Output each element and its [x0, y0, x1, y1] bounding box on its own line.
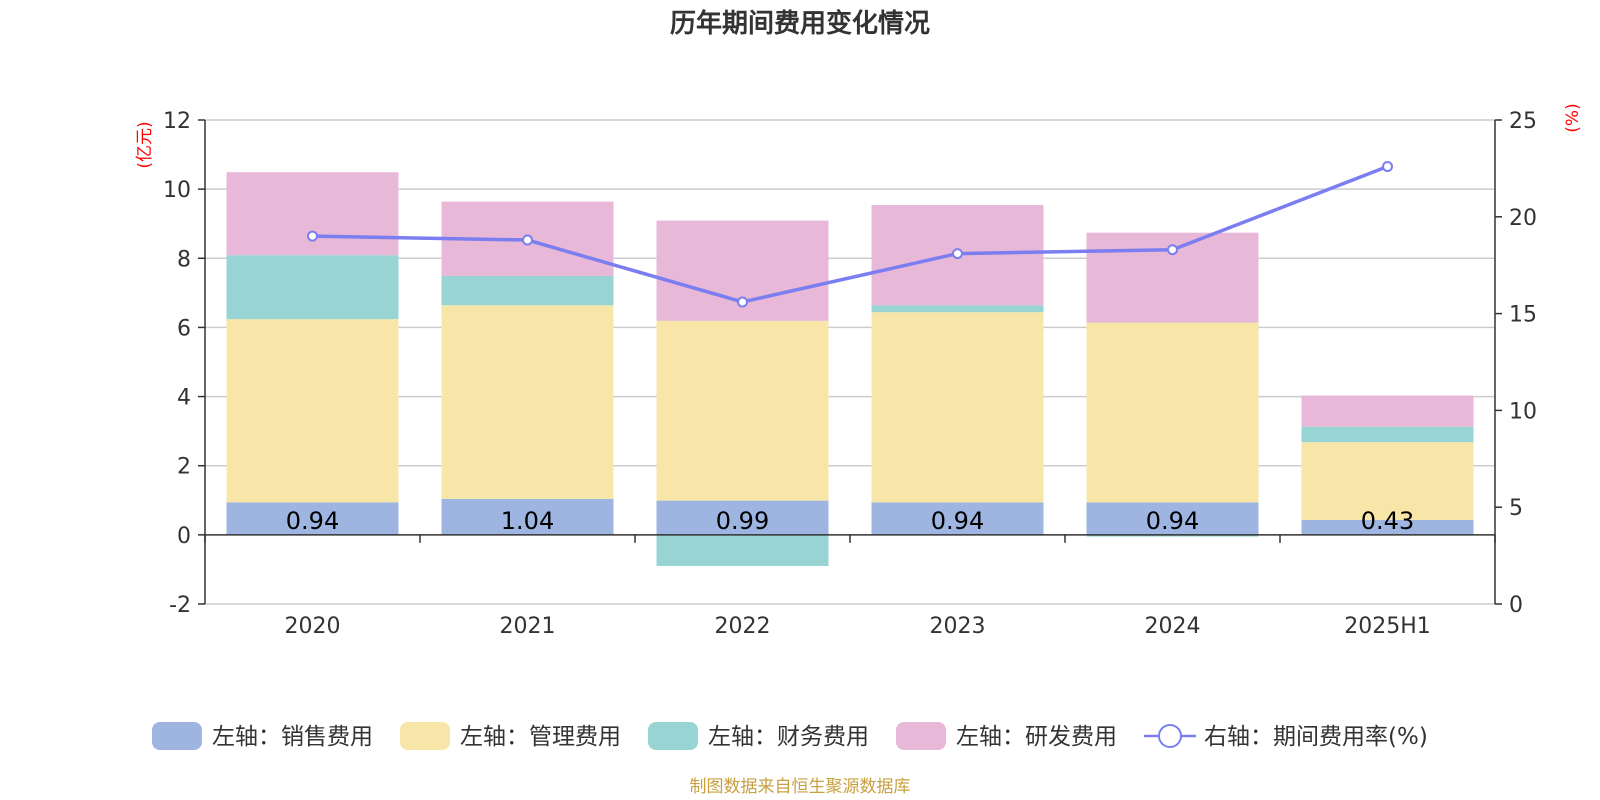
source-note: 制图数据来自恒生聚源数据库: [690, 777, 911, 797]
bar-segment: [1086, 322, 1259, 503]
bar-segment: [656, 320, 829, 501]
left-axis-tick-label: 6: [177, 316, 191, 341]
data-label: 0.99: [716, 507, 769, 535]
legend-swatch: [152, 722, 202, 750]
bar-segment: [871, 502, 1044, 535]
x-axis-tick-label: 2025H1: [1344, 614, 1431, 639]
rate-line: [312, 164, 1389, 304]
bar-segment: [226, 502, 399, 535]
left-axis-tick-label: 8: [177, 247, 191, 272]
left-axis-tick-label: 4: [177, 386, 191, 411]
bar-segment: [226, 172, 399, 256]
legend-swatch: [896, 722, 946, 750]
right-axis-tick-label: 5: [1509, 496, 1523, 521]
chart-title: 历年期间费用变化情况: [670, 8, 930, 39]
right-axis-tick-label: 20: [1509, 206, 1537, 231]
left-axis-tick-label: 2: [177, 455, 191, 480]
left-axis-tick-label: 0: [177, 524, 191, 549]
legend-label: 左轴：研发费用: [956, 724, 1117, 750]
rate-point: [307, 230, 318, 242]
rate-point: [1382, 160, 1393, 172]
x-axis-tick-label: 2020: [285, 614, 341, 639]
data-label: 1.04: [501, 507, 554, 535]
x-axis-tick-label: 2024: [1145, 614, 1201, 639]
bar-layer: [226, 172, 1474, 566]
bar-segment: [441, 498, 614, 535]
left-axis-tick-label: -2: [169, 593, 191, 618]
legend-swatch: [400, 722, 450, 750]
left-axis-unit: (亿元): [135, 121, 155, 168]
grid-lines: [205, 119, 1495, 605]
data-label-layer: 0.94 1.04 0.99 0.94 0.94 0.43: [286, 507, 1414, 535]
bar-segment: [441, 275, 614, 306]
right-axis-tick-label: 0: [1509, 593, 1523, 618]
legend-label: 左轴：财务费用: [708, 724, 869, 750]
left-axis-tick-label: 10: [163, 178, 191, 203]
axes: -2 0 2 4 6 8 10 12 0 5 10 15 20 25 2020 2021 2022 2023 202…: [163, 109, 1537, 639]
x-axis-tick-label: 2021: [500, 614, 556, 639]
bar-segment: [226, 319, 399, 503]
legend: 左轴：销售费用 左轴：管理费用 左轴：财务费用 左轴：研发费用 右轴：期间费用率(%): [152, 722, 1428, 750]
legend-label: 左轴：销售费用: [212, 724, 373, 750]
bar-segment: [1086, 534, 1259, 537]
right-axis-tick-label: 15: [1509, 303, 1537, 328]
bar-segment: [1301, 395, 1474, 427]
bar-segment: [656, 500, 829, 535]
right-axis-tick-label: 25: [1509, 109, 1537, 134]
legend-marker: [1158, 724, 1182, 748]
bar-segment: [1086, 502, 1259, 535]
right-axis-unit: (%): [1563, 103, 1583, 132]
rate-line-layer: [307, 160, 1393, 308]
right-axis-tick-label: 10: [1509, 399, 1537, 424]
rate-point: [1167, 244, 1178, 256]
x-axis-tick-label: 2022: [715, 614, 771, 639]
bar-segment: [656, 534, 829, 566]
bar-segment: [871, 312, 1044, 503]
data-label: 0.94: [1146, 507, 1199, 535]
bar-segment: [226, 255, 399, 320]
bar-segment: [1301, 442, 1474, 520]
rate-point: [737, 296, 748, 308]
legend-swatch: [648, 722, 698, 750]
legend-label: 右轴：期间费用率(%): [1204, 724, 1428, 750]
rate-point: [522, 234, 533, 246]
legend-label: 左轴：管理费用: [460, 724, 621, 750]
bar-segment: [1301, 426, 1474, 443]
bar-segment: [1301, 519, 1474, 535]
bar-segment: [441, 305, 614, 499]
data-label: 0.43: [1361, 507, 1414, 535]
data-label: 0.94: [286, 507, 339, 535]
bar-segment: [871, 305, 1044, 313]
x-axis-tick-label: 2023: [930, 614, 986, 639]
rate-point: [952, 248, 963, 260]
left-axis-tick-label: 12: [163, 109, 191, 134]
data-label: 0.94: [931, 507, 984, 535]
